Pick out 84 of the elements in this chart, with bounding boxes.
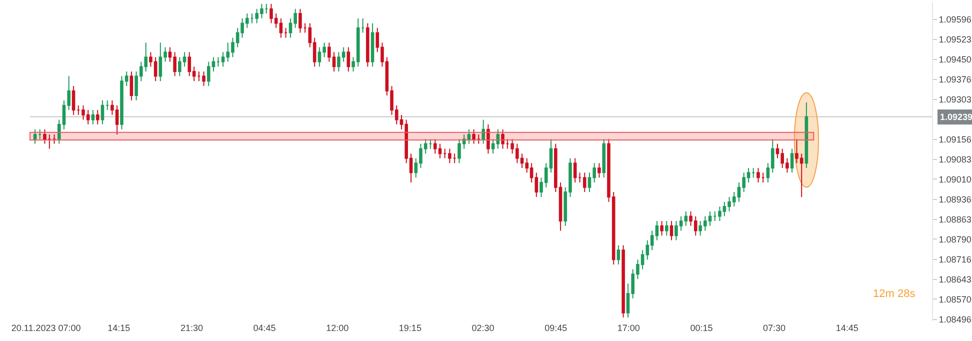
candlestick — [491, 138, 495, 154]
candlestick — [496, 128, 500, 150]
candlestick — [665, 220, 668, 236]
candlestick — [713, 210, 717, 222]
candlestick — [448, 148, 452, 164]
candlestick — [752, 168, 756, 178]
candlestick — [573, 158, 577, 183]
y-tick-label: 1.09303 — [938, 94, 972, 104]
y-tick-label: 1.08716 — [938, 254, 972, 265]
candlestick — [43, 128, 46, 144]
x-tick-label: 04:45 — [253, 323, 276, 333]
candlestick — [477, 134, 480, 144]
x-tick-label: 19:15 — [398, 323, 422, 333]
x-tick-label: 02:30 — [472, 323, 494, 333]
candlestick — [452, 153, 456, 164]
candlestick — [106, 100, 109, 110]
candlestick — [501, 128, 504, 150]
candlestick — [197, 71, 201, 82]
x-tick-label: 12:00 — [326, 323, 349, 333]
candlestick — [804, 102, 808, 169]
candlestick — [38, 128, 42, 140]
y-tick-label: 1.08863 — [938, 214, 972, 224]
candlestick — [622, 244, 625, 318]
x-tick-label: 17:00 — [617, 323, 640, 333]
candlestick — [130, 71, 134, 101]
candlestick — [790, 148, 794, 174]
y-tick-label: 1.08790 — [938, 234, 972, 244]
candlestick — [216, 56, 220, 68]
candlestick — [100, 100, 104, 125]
candlestick — [370, 22, 374, 68]
x-tick-label: 00:15 — [690, 323, 713, 333]
annotation: 12m 28s — [873, 288, 916, 300]
candlestick — [279, 18, 283, 38]
candlestick — [670, 220, 674, 241]
candlestick — [91, 109, 95, 125]
candlestick — [506, 138, 510, 150]
y-tick-label: 1.08643 — [938, 274, 972, 284]
y-tick-label: 1.09376 — [938, 74, 972, 85]
y-tick-label: 1.09156 — [938, 134, 972, 145]
candlestick — [284, 27, 288, 38]
candlestick — [578, 172, 582, 183]
candlestick — [467, 128, 471, 144]
candlestick — [655, 220, 659, 241]
candlestick — [582, 172, 586, 193]
y-tick-label: 1.09083 — [938, 154, 972, 164]
x-tick-label: 14:15 — [108, 323, 130, 333]
candlestick — [76, 104, 80, 116]
candlestick — [616, 244, 620, 266]
candlestick — [684, 210, 688, 226]
candlestick — [443, 148, 446, 159]
candlestick — [428, 138, 432, 150]
y-tick-label: 1.09596 — [938, 14, 972, 25]
candlestick — [188, 52, 192, 77]
candlestick — [96, 109, 100, 125]
x-tick-label: 09:45 — [544, 323, 568, 333]
x-tick-label: 14:45 — [836, 323, 858, 333]
y-tick-label: 1.09523 — [938, 34, 972, 44]
y-tick-label: 1.08936 — [938, 194, 972, 205]
candlestick — [602, 138, 606, 178]
y-tick-label: 1.08570 — [938, 294, 972, 304]
candlestick — [346, 46, 350, 72]
x-tick-label: 20.11.2023 07:00 — [11, 323, 81, 333]
candlestick — [52, 134, 56, 144]
candlestick — [48, 134, 52, 150]
candlestick — [366, 22, 370, 68]
y-tick-label: 1.09010 — [938, 174, 972, 184]
candlestick — [598, 162, 601, 178]
candlestick — [660, 220, 664, 236]
candlestick — [303, 22, 307, 34]
candlestick — [250, 12, 254, 24]
y-tick-label: 1.09450 — [938, 54, 972, 64]
candlestick — [472, 128, 476, 144]
candlestick — [756, 168, 760, 183]
candlestick — [534, 172, 538, 198]
candlestick — [202, 71, 206, 86]
y-tick-label: 1.08496 — [938, 314, 972, 325]
candlestick — [761, 172, 765, 183]
x-tick-label: 07:30 — [763, 323, 786, 333]
x-tick-label: 21:30 — [180, 323, 203, 333]
ref-line-label: 1.09239 — [940, 112, 972, 122]
candlestick — [298, 8, 302, 34]
candlestick — [482, 119, 485, 144]
candlestick — [33, 128, 37, 144]
candlestick — [72, 85, 76, 116]
